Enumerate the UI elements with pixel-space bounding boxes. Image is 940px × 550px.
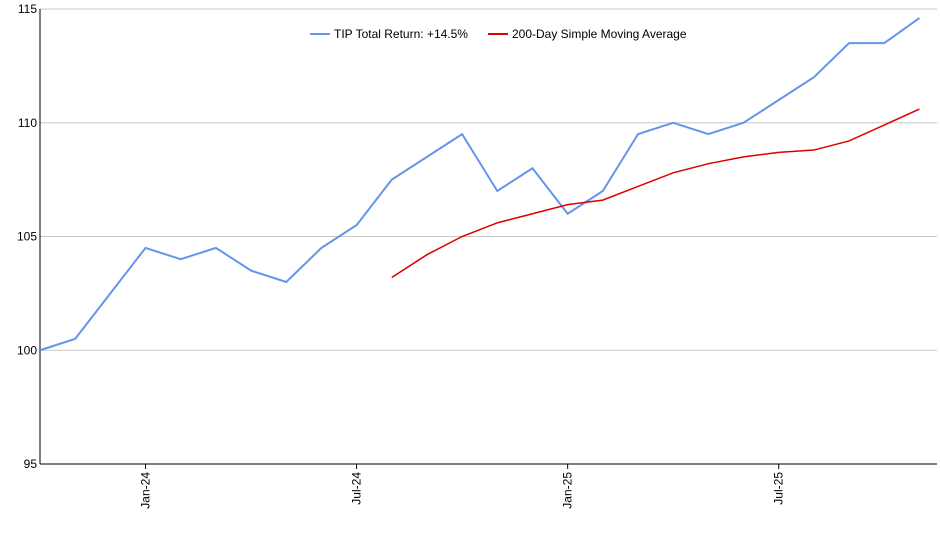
legend-label: TIP Total Return: +14.5% [334, 27, 468, 41]
y-tick-label: 105 [17, 230, 37, 244]
series-line [391, 108, 920, 279]
y-tick-label: 110 [18, 116, 37, 130]
series-line [39, 17, 920, 352]
x-tick-label: Jan-24 [139, 472, 153, 509]
x-tick-label: Jan-25 [561, 472, 575, 509]
y-tick-label: 115 [18, 2, 37, 16]
x-tick-label: Jul-25 [772, 472, 786, 505]
legend-label: 200-Day Simple Moving Average [512, 27, 687, 41]
x-tick-label: Jul-24 [350, 472, 364, 505]
y-tick-label: 95 [24, 457, 38, 471]
y-tick-label: 100 [17, 343, 37, 357]
